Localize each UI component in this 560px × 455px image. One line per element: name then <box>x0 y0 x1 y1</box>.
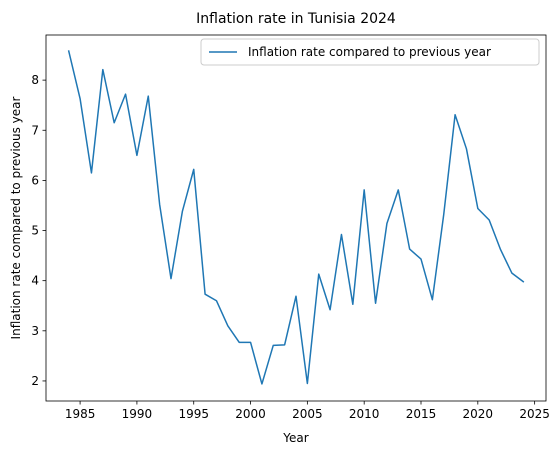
data-point <box>522 280 524 282</box>
data-point <box>340 233 342 235</box>
data-point <box>488 219 490 221</box>
data-point <box>318 273 320 275</box>
data-point <box>102 68 104 70</box>
data-point <box>193 168 195 170</box>
data-point <box>249 341 251 343</box>
data-point <box>374 302 376 304</box>
y-tick-label: 8 <box>31 73 39 87</box>
data-point <box>204 293 206 295</box>
data-point <box>363 189 365 191</box>
x-tick-label: 2010 <box>349 407 380 421</box>
data-point <box>158 203 160 205</box>
legend: Inflation rate compared to previous year <box>200 38 540 66</box>
x-tick-label: 2000 <box>235 407 266 421</box>
y-axis-label: Inflation rate compared to previous year <box>9 96 23 339</box>
data-point <box>408 248 410 250</box>
x-tick-label: 2015 <box>406 407 437 421</box>
x-tick-label: 1990 <box>122 407 153 421</box>
data-point <box>181 210 183 212</box>
data-point <box>90 172 92 174</box>
data-point <box>261 383 263 385</box>
y-tick-label: 2 <box>31 374 39 388</box>
data-point <box>477 207 479 209</box>
data-point <box>465 148 467 150</box>
data-point <box>136 154 138 156</box>
chart-title: Inflation rate in Tunisia 2024 <box>196 11 396 27</box>
legend-box <box>200 38 540 66</box>
data-point <box>352 303 354 305</box>
axes-frame <box>45 34 547 402</box>
data-point <box>124 93 126 95</box>
data-point <box>272 344 274 346</box>
data-point <box>397 189 399 191</box>
data-point <box>68 50 70 52</box>
legend-label: Inflation rate compared to previous year <box>248 45 491 59</box>
y-tick-label: 7 <box>31 123 39 137</box>
data-point <box>329 309 331 311</box>
series-line-0 <box>67 50 525 385</box>
data-point <box>295 295 297 297</box>
data-point <box>227 325 229 327</box>
data-point <box>454 114 456 116</box>
data-point <box>443 213 445 215</box>
data-point <box>386 222 388 224</box>
x-tick-label: 2005 <box>292 407 323 421</box>
data-point <box>215 300 217 302</box>
data-point <box>170 277 172 279</box>
y-tick-label: 4 <box>31 274 39 288</box>
data-point <box>306 382 308 384</box>
data-point <box>431 299 433 301</box>
data-point <box>499 248 501 250</box>
y-tick-label: 3 <box>31 324 39 338</box>
x-axis-label: Year <box>282 431 308 445</box>
x-tick-label: 1985 <box>65 407 96 421</box>
data-point <box>113 122 115 124</box>
data-point <box>283 344 285 346</box>
data-point <box>511 272 513 274</box>
plot-area: 1985 1990 1995 2000 2005 2010 2015 2020 2025 2 3 4 5… <box>31 34 550 421</box>
data-point <box>79 97 81 99</box>
data-point <box>238 341 240 343</box>
data-point <box>147 95 149 97</box>
x-tick-label: 2020 <box>463 407 494 421</box>
y-tick-label: 6 <box>31 173 39 187</box>
x-tick-label: 2025 <box>519 407 550 421</box>
x-tick-label: 1995 <box>178 407 209 421</box>
data-point <box>420 258 422 260</box>
y-tick-label: 5 <box>31 224 39 238</box>
